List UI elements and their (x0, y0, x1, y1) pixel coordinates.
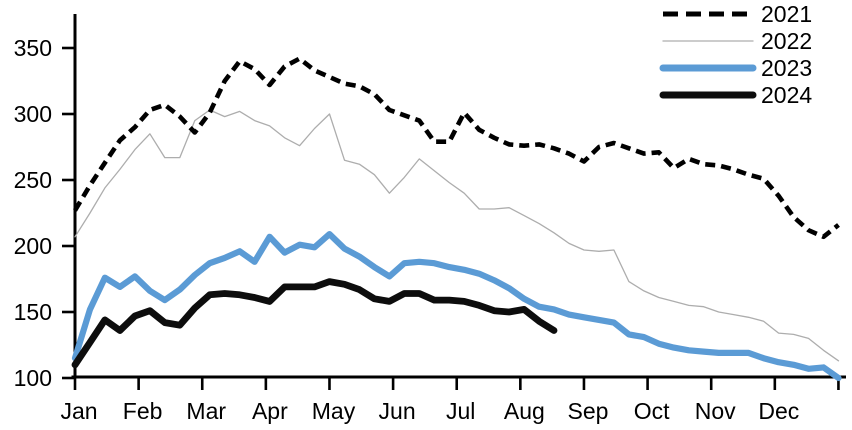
x-axis-tick-label: Jul (446, 398, 475, 424)
series-line-2024 (71, 278, 558, 369)
series-line-2022 (74, 109, 840, 362)
x-axis-tick-label: Dec (758, 398, 799, 424)
x-axis-tick-label: May (312, 398, 356, 424)
y-axis-tick-label: 300 (14, 101, 52, 127)
legend-label-2022: 2022 (761, 28, 812, 54)
legend-label-2024: 2024 (761, 82, 812, 108)
y-axis-tick-label: 200 (14, 233, 52, 259)
x-axis-tick-label: Feb (123, 398, 163, 424)
x-axis-tick-label: Oct (634, 398, 670, 424)
x-axis-tick-label: Jan (60, 398, 97, 424)
series-line-2021 (73, 56, 840, 240)
legend-label-2021: 2021 (761, 1, 812, 27)
legend-label-2023: 2023 (761, 55, 812, 81)
x-axis-tick-label: Mar (186, 398, 226, 424)
x-axis-tick-label: Aug (504, 398, 545, 424)
series-line-2023 (71, 231, 842, 382)
x-axis-tick-label: Sep (567, 398, 608, 424)
y-axis-tick-label: 350 (14, 35, 52, 61)
x-axis-tick-label: Nov (695, 398, 736, 424)
y-axis-tick-label: 100 (14, 365, 52, 391)
y-axis-tick-label: 250 (14, 167, 52, 193)
y-axis-tick-label: 150 (14, 299, 52, 325)
x-axis-tick-label: Jun (379, 398, 416, 424)
x-axis-tick-label: Apr (252, 398, 288, 424)
